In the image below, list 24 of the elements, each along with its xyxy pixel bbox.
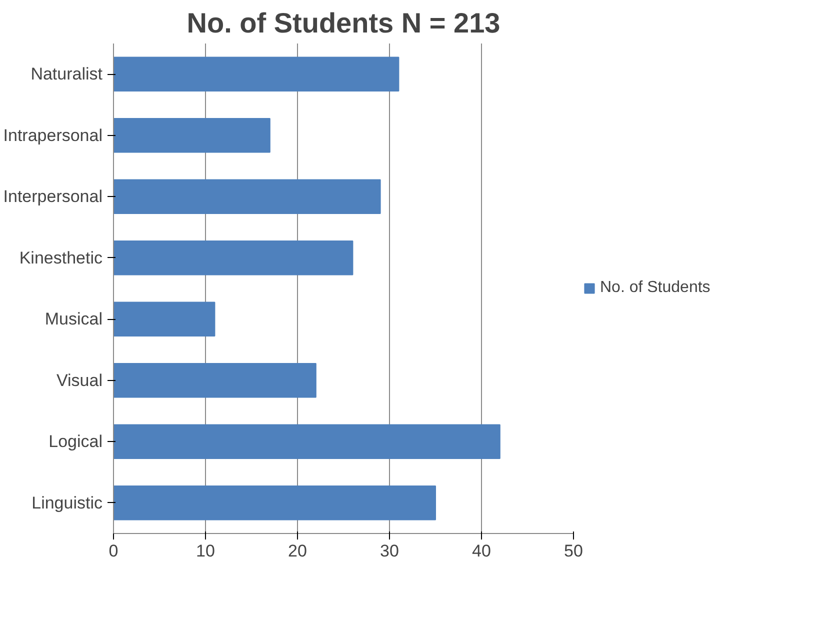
bar <box>114 56 400 92</box>
y-tick-label: Intrapersonal <box>3 126 103 145</box>
bar <box>114 179 381 214</box>
bar <box>114 118 270 153</box>
y-tick-label: Linguistic <box>32 493 103 512</box>
bar <box>114 363 316 398</box>
legend-label: No. of Students <box>600 279 710 297</box>
y-tick-label: Kinesthetic <box>19 248 103 268</box>
bar <box>114 424 500 459</box>
chart-title: No. of Students N = 213 <box>186 8 500 38</box>
bar <box>114 240 354 276</box>
bar <box>114 302 216 336</box>
x-tick-label: 50 <box>564 542 583 560</box>
x-tick-label: 20 <box>288 542 307 560</box>
y-tick-label: Naturalist <box>30 64 103 84</box>
x-tick-label: 10 <box>196 542 215 560</box>
y-tick-label: Visual <box>56 370 103 390</box>
y-tick-label: Logical <box>48 432 103 452</box>
y-tick-label: Musical <box>44 310 102 329</box>
x-tick-label: 40 <box>472 542 491 560</box>
x-tick-label: 30 <box>380 542 399 560</box>
y-tick-label: Interpersonal <box>3 187 103 206</box>
x-tick-label: 0 <box>108 542 118 560</box>
bar <box>114 486 436 520</box>
